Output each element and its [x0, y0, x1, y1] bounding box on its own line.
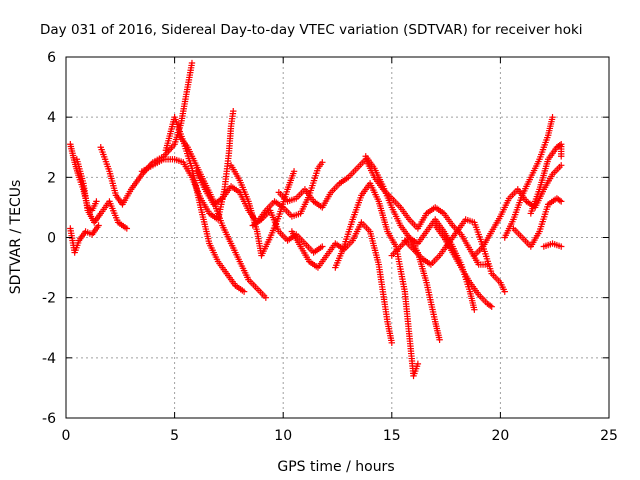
data-point	[558, 153, 565, 160]
series-arc-18	[471, 162, 565, 259]
data-point	[123, 225, 131, 232]
y-tick-label: 4	[47, 110, 56, 126]
series-arc-22	[540, 240, 565, 250]
x-axis-label: GPS time / hours	[277, 459, 394, 475]
y-tick-label: 0	[47, 231, 56, 247]
chart-title: Day 031 of 2016, Sidereal Day-to-day VTE…	[40, 22, 583, 38]
series-arc-21	[527, 141, 565, 217]
y-tick-label: 2	[47, 170, 56, 186]
data-point	[262, 294, 270, 301]
data-point	[319, 243, 326, 250]
data-point	[471, 306, 478, 313]
y-axis-label: SDTVAR / TECUs	[8, 180, 24, 295]
y-tick-label: -6	[42, 411, 56, 427]
data-point	[240, 288, 248, 295]
y-tick-label: -4	[42, 351, 56, 367]
data-point	[188, 59, 196, 67]
data-point	[556, 142, 563, 149]
data-point	[488, 303, 495, 310]
series-arc-19	[501, 113, 556, 241]
data-point	[414, 360, 422, 368]
data-point	[558, 243, 565, 250]
series-arc-4	[97, 59, 196, 208]
data-point	[558, 162, 565, 169]
data-points	[67, 59, 565, 380]
data-point	[558, 198, 565, 205]
data-point	[388, 339, 395, 346]
series-arc-12	[288, 219, 395, 346]
data-point	[95, 222, 102, 229]
x-tick-label: 20	[491, 428, 509, 444]
data-point	[487, 302, 494, 309]
series-arc-20	[510, 195, 565, 250]
y-tick-label: -2	[42, 291, 56, 307]
x-tick-label: 10	[274, 428, 292, 444]
data-point	[319, 159, 326, 166]
data-point	[93, 198, 100, 205]
series-arc-14	[362, 153, 443, 343]
data-point	[230, 107, 237, 115]
x-tick-label: 5	[170, 428, 179, 444]
x-tick-label: 0	[62, 428, 71, 444]
data-point	[549, 113, 556, 121]
x-tick-label: 25	[600, 428, 618, 444]
axis-ticks: 0 5 10 15 20 25 -6 -4 -2 0 2 4 6	[42, 50, 618, 444]
series-arc-3	[73, 156, 131, 232]
data-point	[436, 336, 443, 343]
series-arc-1	[67, 222, 102, 256]
data-point	[556, 197, 563, 204]
data-point	[501, 288, 508, 295]
x-tick-label: 15	[383, 428, 401, 444]
y-tick-label: 6	[47, 50, 56, 66]
data-point	[290, 168, 298, 175]
series-arc-13	[332, 180, 422, 380]
series-arc-17	[432, 222, 495, 310]
grid-lines	[66, 57, 609, 418]
